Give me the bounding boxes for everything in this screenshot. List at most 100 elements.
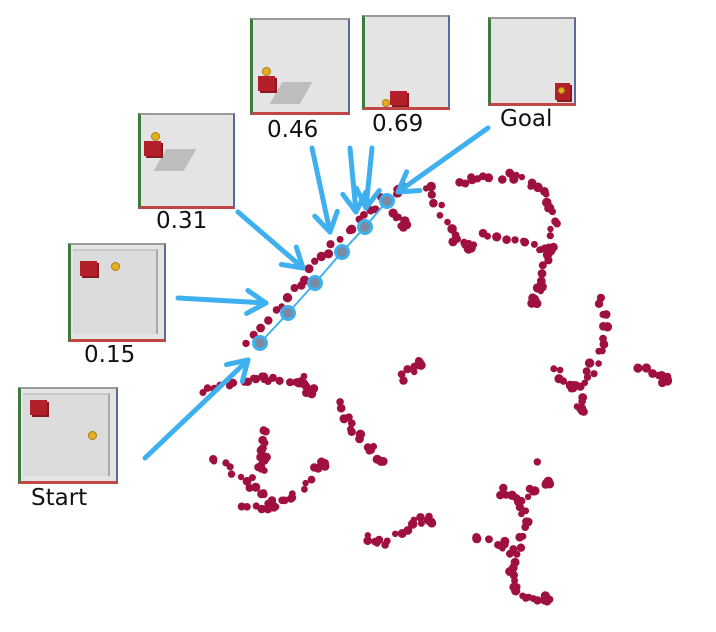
- cluster-point: [550, 365, 558, 373]
- cluster-point: [403, 526, 413, 535]
- cluster-point: [336, 235, 344, 243]
- cluster-point: [542, 191, 550, 198]
- cluster-point: [243, 377, 252, 386]
- cluster-point: [346, 224, 357, 234]
- cluster-point: [582, 367, 591, 376]
- cluster-point: [522, 593, 531, 602]
- cluster-point: [242, 476, 252, 486]
- cluster-point: [595, 347, 603, 355]
- cube: [30, 400, 47, 415]
- cluster-point: [533, 182, 543, 193]
- cluster-point: [251, 374, 261, 384]
- frame-arrows: [142, 125, 491, 461]
- cluster-point: [521, 523, 530, 531]
- cluster-point: [530, 595, 537, 603]
- cluster-point: [511, 577, 519, 585]
- cluster-point: [360, 211, 368, 219]
- cluster-point: [260, 490, 268, 499]
- target-ball: [558, 87, 565, 94]
- cluster-point: [559, 377, 568, 385]
- cluster-point: [347, 427, 356, 436]
- cube: [80, 261, 97, 276]
- cluster-point: [302, 479, 309, 487]
- cluster-point: [595, 360, 602, 367]
- cube: [258, 76, 275, 91]
- cluster-point: [243, 503, 251, 511]
- cluster-point: [400, 216, 410, 226]
- cluster-point: [302, 388, 311, 398]
- cluster-point: [264, 316, 273, 325]
- cluster-point: [376, 456, 386, 466]
- pointer-arrow: [353, 145, 382, 211]
- cluster-point: [484, 173, 494, 183]
- cluster-point: [472, 533, 481, 542]
- cluster-point: [511, 586, 521, 596]
- frame-goal: [488, 17, 576, 106]
- cluster-point: [304, 264, 314, 274]
- target-ball: [111, 262, 120, 271]
- pointer-arrow: [309, 145, 340, 235]
- cluster-point: [444, 218, 451, 226]
- cluster-point: [242, 339, 250, 348]
- cluster-point: [323, 249, 334, 259]
- cluster-point: [363, 536, 373, 545]
- cluster-point: [506, 549, 514, 558]
- cluster-point: [355, 434, 364, 444]
- cluster-point: [438, 201, 446, 209]
- label-0-46: 0.46: [267, 117, 319, 143]
- cluster-point: [519, 532, 527, 540]
- cluster-point: [256, 445, 266, 456]
- pointer-arrow: [395, 125, 491, 195]
- cluster-point: [641, 363, 652, 373]
- cluster-point: [345, 413, 353, 422]
- cluster-point: [383, 537, 391, 545]
- cube: [144, 141, 161, 156]
- cluster-point: [326, 240, 335, 249]
- pointer-arrow: [235, 209, 306, 271]
- cluster-point: [227, 470, 236, 478]
- cluster-point: [602, 322, 613, 332]
- cluster-point: [492, 232, 502, 242]
- cluster-point: [648, 369, 657, 378]
- cluster-point: [203, 384, 212, 392]
- cluster-point: [461, 179, 470, 188]
- label-start: Start: [31, 485, 88, 511]
- cluster-point: [601, 310, 611, 319]
- cluster-point: [368, 446, 375, 454]
- cluster-point: [484, 232, 491, 240]
- cluster-point: [583, 373, 592, 381]
- cluster-point: [429, 198, 438, 208]
- cluster-point: [424, 517, 433, 526]
- cluster-point: [537, 269, 547, 278]
- cluster-point: [498, 175, 507, 184]
- cluster-point: [316, 251, 327, 262]
- cluster-point: [237, 473, 245, 481]
- cluster-point: [416, 513, 425, 522]
- cluster-point: [594, 299, 604, 308]
- frame-start: [18, 387, 118, 484]
- cluster-point: [199, 389, 207, 396]
- cluster-point: [272, 306, 281, 314]
- cluster-point: [662, 376, 673, 386]
- cluster-point: [307, 475, 316, 484]
- cluster-point: [553, 219, 561, 228]
- cluster-point: [282, 293, 293, 303]
- cluster-point: [410, 516, 418, 523]
- cube: [390, 91, 407, 105]
- cluster-point: [599, 339, 609, 349]
- trajectory-waypoint: [280, 305, 296, 321]
- frame-0-46: [250, 18, 350, 115]
- cluster-point: [517, 496, 526, 506]
- trajectory-waypoint: [252, 335, 268, 351]
- cluster-point: [260, 376, 268, 384]
- cluster-point: [513, 171, 520, 179]
- cluster-point: [530, 240, 538, 248]
- cluster-point: [410, 368, 418, 376]
- cluster-point: [256, 323, 265, 333]
- cluster-point: [228, 378, 238, 387]
- frame-0-69: [362, 15, 450, 110]
- cluster-point: [392, 530, 399, 537]
- cluster-point: [544, 256, 553, 265]
